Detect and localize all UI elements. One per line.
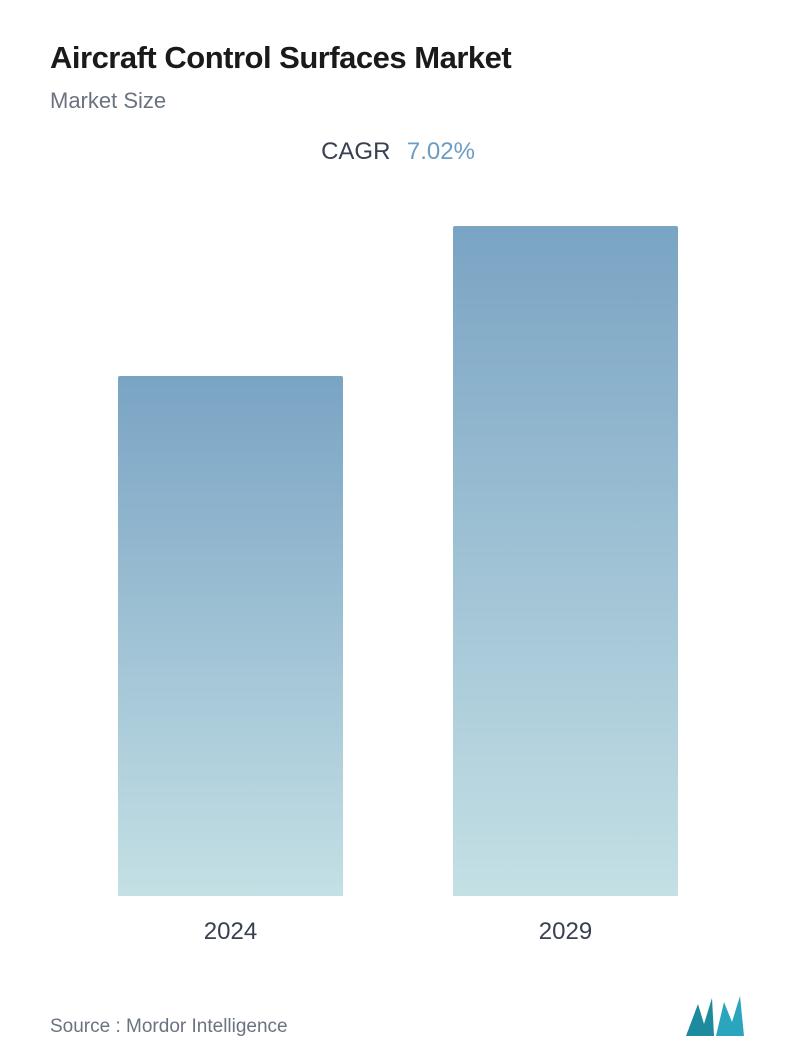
footer: Source : Mordor Intelligence xyxy=(50,986,746,1038)
cagr-value: 7.02% xyxy=(407,138,475,165)
bar-chart: 2024 2029 xyxy=(50,226,746,956)
bar-label-0: 2024 xyxy=(204,918,257,946)
bar-1 xyxy=(453,226,678,896)
bar-wrapper-0: 2024 xyxy=(118,376,343,946)
page-title: Aircraft Control Surfaces Market xyxy=(50,40,746,76)
cagr-label: CAGR xyxy=(321,138,390,165)
cagr-row: CAGR 7.02% xyxy=(50,138,746,166)
source-text: Source : Mordor Intelligence xyxy=(50,1016,288,1038)
bar-label-1: 2029 xyxy=(539,918,592,946)
chart-container: Aircraft Control Surfaces Market Market … xyxy=(0,0,796,1034)
logo-icon xyxy=(684,996,746,1038)
bar-wrapper-1: 2029 xyxy=(453,226,678,946)
bar-0 xyxy=(118,376,343,896)
subtitle: Market Size xyxy=(50,88,746,114)
